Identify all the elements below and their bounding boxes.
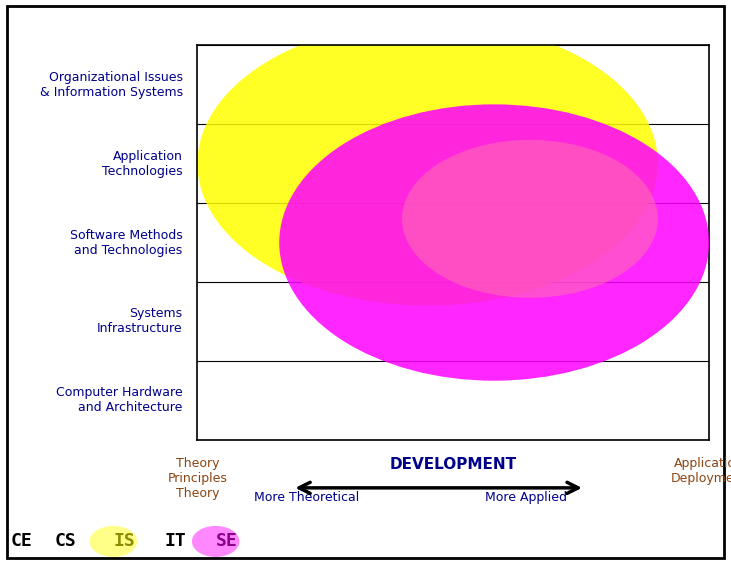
Text: IT: IT xyxy=(164,532,186,550)
Text: Application
Technologies: Application Technologies xyxy=(102,149,183,178)
Ellipse shape xyxy=(402,140,658,298)
Ellipse shape xyxy=(279,104,709,381)
Text: Organizational Issues
& Information Systems: Organizational Issues & Information Syst… xyxy=(39,70,183,99)
Text: More Applied: More Applied xyxy=(485,491,567,504)
Text: IS: IS xyxy=(113,532,135,550)
Text: SE: SE xyxy=(216,532,238,550)
Text: Systems
Infrastructure: Systems Infrastructure xyxy=(97,307,183,336)
Text: Application
Deployment: Application Deployment xyxy=(671,457,731,485)
Ellipse shape xyxy=(192,526,239,557)
Text: Software Methods
and Technologies: Software Methods and Technologies xyxy=(70,228,183,257)
Text: Computer Hardware
and Architecture: Computer Hardware and Architecture xyxy=(56,386,183,415)
Text: More Theoretical: More Theoretical xyxy=(254,491,360,504)
Ellipse shape xyxy=(197,21,658,306)
Ellipse shape xyxy=(89,526,137,557)
Text: DEVELOPMENT: DEVELOPMENT xyxy=(390,457,517,472)
Text: CE: CE xyxy=(11,532,33,550)
Text: Theory
Principles
Theory: Theory Principles Theory xyxy=(167,457,227,500)
Text: CS: CS xyxy=(55,532,77,550)
